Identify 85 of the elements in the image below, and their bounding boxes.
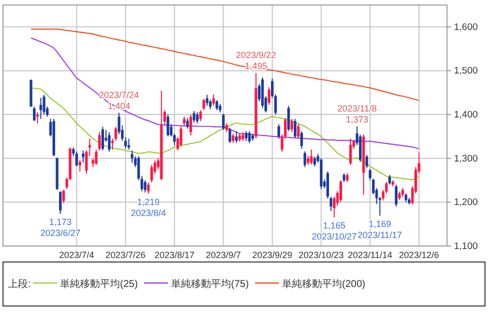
candlestick xyxy=(228,127,232,144)
annotation: 2023/7/24 xyxy=(99,90,140,100)
candlestick xyxy=(186,118,189,130)
candlestick xyxy=(82,150,84,164)
y-tick-label: 1,500 xyxy=(454,66,478,77)
x-tick-label: 2023/9/7 xyxy=(206,250,241,260)
candlestick xyxy=(290,118,294,133)
x-tick-label: 2023/11/14 xyxy=(348,250,392,260)
candlestick xyxy=(62,189,65,204)
candlestick xyxy=(59,190,62,215)
candlestick xyxy=(212,94,215,106)
candlestick xyxy=(258,83,261,102)
annotation: 1,169 xyxy=(368,218,392,229)
annotation: 1,165 xyxy=(322,220,346,231)
x-tick-label: 2023/9/29 xyxy=(252,250,292,260)
candlestick xyxy=(235,130,238,144)
annotation: 1,173 xyxy=(49,217,72,228)
candlestick xyxy=(339,180,342,203)
candlestick xyxy=(189,114,192,136)
candlestick xyxy=(108,132,111,152)
candlestick xyxy=(278,124,280,140)
annotation: 2023/11/17 xyxy=(358,230,402,240)
legend-title: 上段: xyxy=(8,278,31,290)
candlestick xyxy=(94,149,98,166)
candlestick xyxy=(388,174,391,186)
candlestick xyxy=(394,184,398,208)
candlestick xyxy=(209,99,212,110)
candlestick xyxy=(248,130,251,144)
candlestick xyxy=(32,106,36,122)
x-tick-label: 2023/10/23 xyxy=(298,250,344,260)
candlestick xyxy=(268,86,270,106)
candlestick xyxy=(199,110,202,122)
legend-label: 単純移動平均(25) xyxy=(60,278,138,290)
annotation: 2023/11/8 xyxy=(337,103,377,114)
candlestick xyxy=(166,114,170,137)
annotation: 2023/9/22 xyxy=(236,50,276,60)
candlestick xyxy=(144,180,146,194)
candlestick xyxy=(130,150,134,164)
candlestick xyxy=(180,126,182,147)
x-tick-label: 2023/8/17 xyxy=(154,250,194,260)
candlestick xyxy=(36,112,39,124)
candlestick xyxy=(192,110,196,123)
y-tick-label: 1,200 xyxy=(454,197,478,208)
candlestick xyxy=(75,151,78,167)
x-tick-label: 2023/7/26 xyxy=(106,250,146,260)
candlestick xyxy=(98,132,101,151)
candlestick xyxy=(202,98,206,111)
candlestick xyxy=(244,130,248,142)
candlestick xyxy=(297,124,300,140)
y-tick-label: 1,600 xyxy=(454,22,478,33)
x-tick-label: 2023/7/4 xyxy=(59,250,94,260)
candlestick xyxy=(310,149,313,165)
y-tick-label: 1,300 xyxy=(454,153,478,164)
candlestick xyxy=(78,160,82,172)
candlestick xyxy=(349,138,352,166)
x-tick-label: 2023/12/6 xyxy=(398,250,440,260)
candlestick xyxy=(313,156,316,167)
candlestick xyxy=(232,133,234,144)
candlestick xyxy=(304,150,306,168)
candlestick xyxy=(101,126,104,151)
candlestick xyxy=(206,94,208,106)
line-series xyxy=(30,28,420,102)
annotation: 1,219 xyxy=(137,196,160,207)
candlestick xyxy=(294,118,296,139)
candlestick xyxy=(287,105,290,132)
annotation: 2023/8/4 xyxy=(130,208,166,218)
candlestick xyxy=(42,94,46,116)
candlestick xyxy=(39,97,42,120)
candlestick xyxy=(300,130,303,150)
candlestick xyxy=(216,100,218,111)
candlestick xyxy=(366,154,368,169)
y-tick-label: 1,100 xyxy=(454,241,478,252)
annotation: 2023/10/27 xyxy=(312,232,357,242)
candlestick xyxy=(196,112,199,124)
legend-label: 単純移動平均(75) xyxy=(171,278,249,290)
candlestick xyxy=(111,138,114,150)
candlestick xyxy=(222,113,225,130)
y-tick-label: 1,400 xyxy=(454,110,478,121)
candlestick xyxy=(128,138,130,150)
annotation: 2023/6/27 xyxy=(40,228,80,238)
legend-label: 単純移動平均(200) xyxy=(282,278,366,290)
candlestick xyxy=(150,164,153,183)
annotation: 1,373 xyxy=(346,114,368,124)
candlestick xyxy=(114,126,118,142)
candlestick xyxy=(147,182,150,194)
